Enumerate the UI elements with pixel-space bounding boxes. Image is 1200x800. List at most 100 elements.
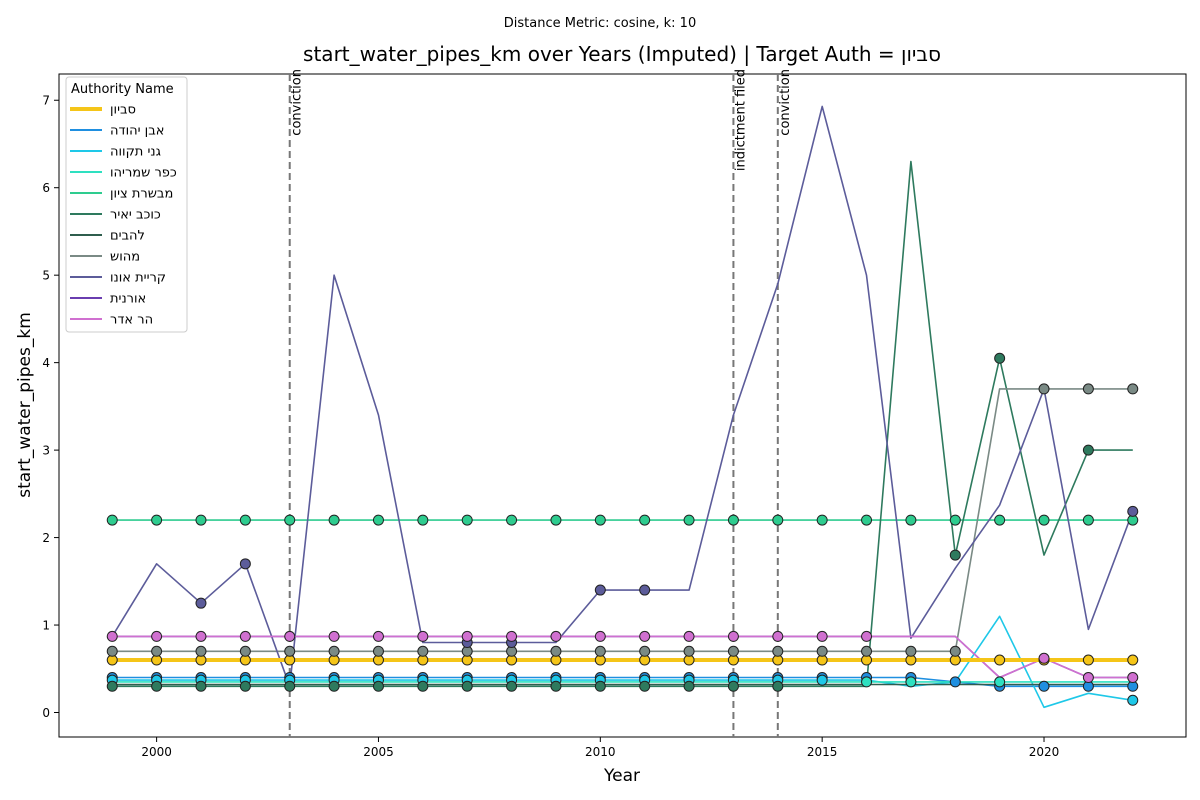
data-point xyxy=(772,680,784,692)
data-point xyxy=(816,514,828,526)
data-point xyxy=(816,645,828,657)
legend-box xyxy=(65,76,188,333)
y-tick-label: 3 xyxy=(42,444,50,458)
y-tick-label: 1 xyxy=(42,619,50,633)
data-point xyxy=(106,680,118,692)
data-point xyxy=(195,630,207,642)
x-tick-label: 2000 xyxy=(141,745,172,759)
data-point xyxy=(284,680,296,692)
data-point xyxy=(239,680,251,692)
legend-label: קריית אונו xyxy=(110,271,166,286)
y-tick-label: 0 xyxy=(42,706,50,720)
legend-label: סביון xyxy=(110,103,136,118)
event-label: indictment filed xyxy=(733,69,748,171)
data-point xyxy=(594,514,606,526)
data-point xyxy=(417,645,429,657)
y-tick-label: 5 xyxy=(42,269,50,283)
data-point xyxy=(861,630,873,642)
data-point xyxy=(772,514,784,526)
series-line xyxy=(111,105,1134,688)
data-point xyxy=(106,645,118,657)
data-point xyxy=(550,514,562,526)
data-point xyxy=(506,630,518,642)
legend-label: אורנית xyxy=(110,292,146,307)
data-point xyxy=(461,514,473,526)
data-point xyxy=(550,645,562,657)
data-point xyxy=(239,645,251,657)
data-point xyxy=(550,630,562,642)
y-tick-label: 4 xyxy=(42,356,50,370)
data-point xyxy=(239,514,251,526)
data-point xyxy=(639,680,651,692)
data-point xyxy=(284,514,296,526)
data-point xyxy=(639,514,651,526)
data-point xyxy=(727,645,739,657)
plot-frame xyxy=(58,73,1187,738)
data-point xyxy=(683,514,695,526)
data-point xyxy=(239,558,251,570)
data-point xyxy=(1038,652,1050,664)
data-point xyxy=(772,630,784,642)
data-point xyxy=(1127,672,1139,684)
series-line xyxy=(112,635,1133,679)
data-point xyxy=(328,680,340,692)
data-point xyxy=(727,680,739,692)
y-axis: 0 1 2 3 4 5 6 7 xyxy=(42,94,59,720)
data-point xyxy=(1127,383,1139,395)
legend-label: כפר שמריהו xyxy=(110,166,177,181)
data-point xyxy=(106,630,118,642)
series-points xyxy=(106,352,1139,706)
data-point xyxy=(1082,654,1094,666)
data-point xyxy=(195,597,207,609)
event-markers: conviction indictment filed conviction xyxy=(288,69,793,737)
series-line xyxy=(112,635,1133,679)
data-point xyxy=(594,584,606,596)
data-point xyxy=(594,630,606,642)
data-point xyxy=(994,352,1006,364)
data-point xyxy=(905,514,917,526)
x-tick-label: 2005 xyxy=(363,745,394,759)
data-point xyxy=(328,630,340,642)
data-point xyxy=(727,514,739,526)
data-point xyxy=(372,680,384,692)
legend-label: אבן יהודה xyxy=(110,124,164,139)
data-point xyxy=(949,514,961,526)
data-point xyxy=(1038,680,1050,692)
series-line xyxy=(112,388,1133,653)
x-tick-label: 2010 xyxy=(585,745,616,759)
data-point xyxy=(461,630,473,642)
data-point xyxy=(417,630,429,642)
data-point xyxy=(994,514,1006,526)
legend-label: מבשרת ציון xyxy=(110,187,173,202)
data-point xyxy=(372,630,384,642)
data-point xyxy=(195,680,207,692)
data-point xyxy=(372,645,384,657)
series-line xyxy=(112,160,1133,688)
data-point xyxy=(328,645,340,657)
data-point xyxy=(372,514,384,526)
data-point xyxy=(195,514,207,526)
data-point xyxy=(994,676,1006,688)
data-point xyxy=(1127,505,1139,517)
data-point xyxy=(1038,514,1050,526)
data-point xyxy=(594,680,606,692)
legend-label: גני תקווה xyxy=(110,145,161,160)
data-point xyxy=(506,680,518,692)
data-point xyxy=(284,630,296,642)
legend-label: הר אדר xyxy=(110,313,153,328)
chart-title: start_water_pipes_km over Years (Imputed… xyxy=(303,42,941,66)
data-point xyxy=(816,630,828,642)
x-axis-label: Year xyxy=(603,766,640,786)
legend-label: כוכב יאיר xyxy=(110,208,161,223)
data-point xyxy=(683,680,695,692)
data-point xyxy=(1038,383,1050,395)
chart-subtitle: Distance Metric: cosine, k: 10 xyxy=(504,16,696,31)
legend: Authority Name סביון אבן יהודה גני תקווה כפ… xyxy=(65,76,188,333)
series-lines xyxy=(111,105,1134,709)
data-point xyxy=(1127,694,1139,706)
x-axis: 2000 2005 2010 2015 2020 xyxy=(141,737,1059,759)
data-point xyxy=(905,645,917,657)
data-point xyxy=(151,630,163,642)
data-point xyxy=(1082,672,1094,684)
legend-label: מהוש xyxy=(110,250,140,265)
